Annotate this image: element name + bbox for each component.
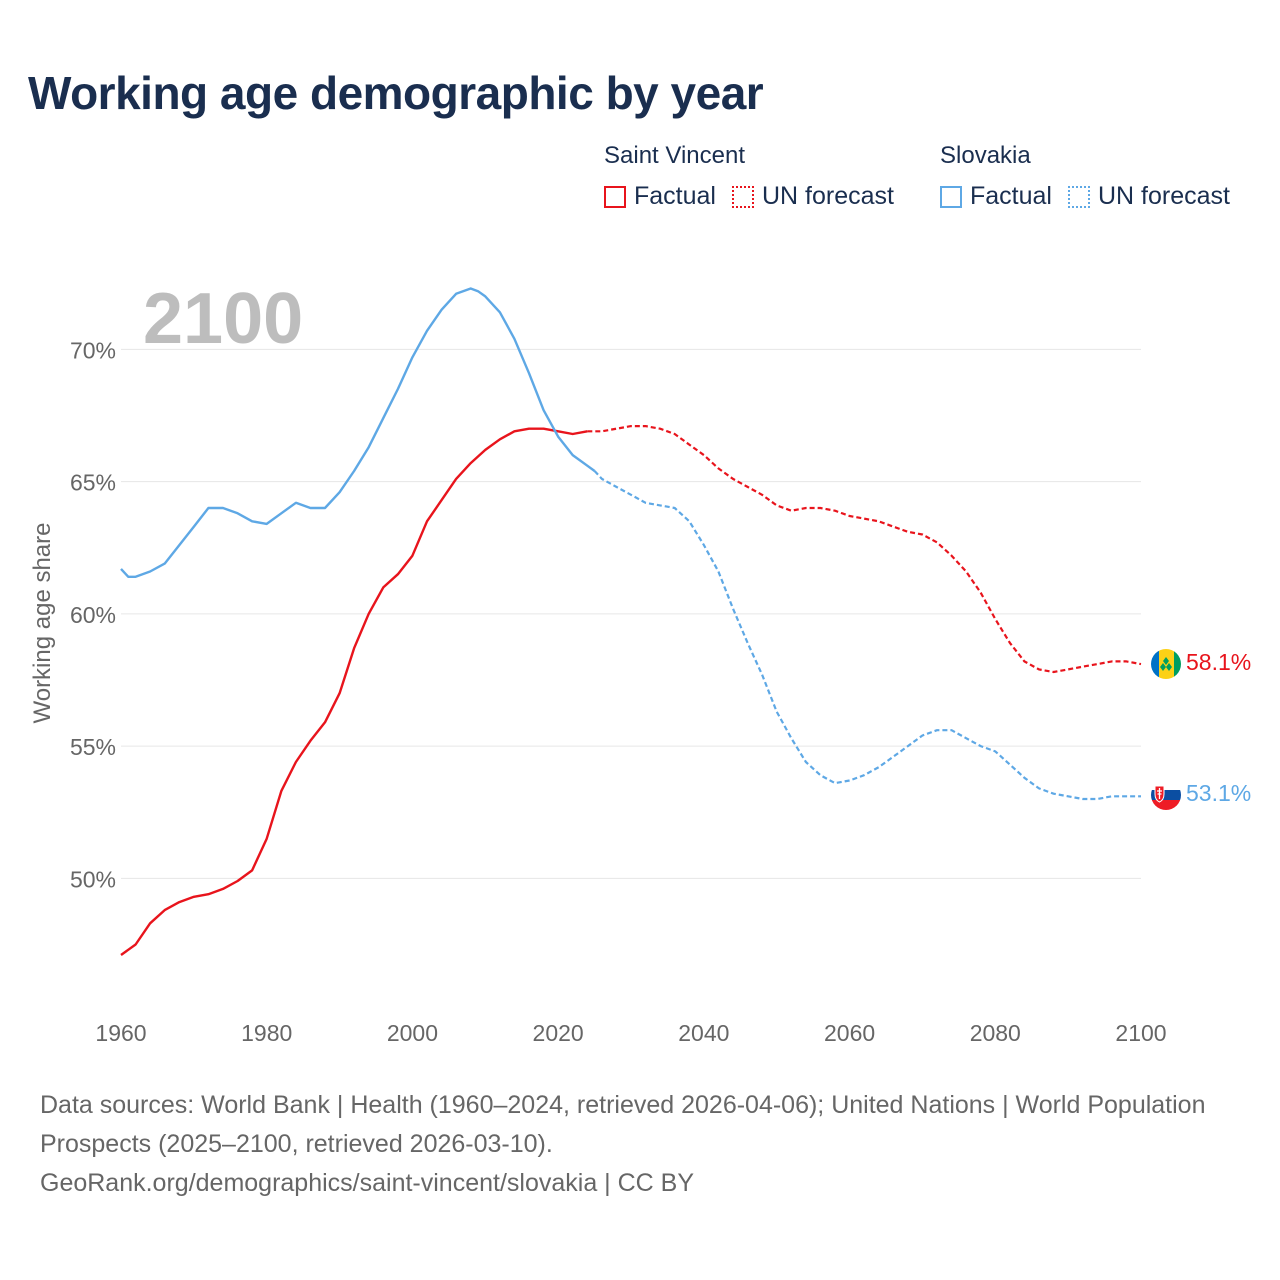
x-tick-label: 2100	[1115, 1020, 1166, 1046]
legend-saint-vincent: Saint Vincent Factual UN forecast	[604, 142, 910, 211]
saint-vincent-end-label: 58.1%	[1186, 649, 1251, 675]
legend-label: UN forecast	[761, 182, 894, 210]
slovakia-flag-icon	[1151, 780, 1181, 810]
x-tick-label: 2080	[970, 1020, 1021, 1046]
y-tick-label: 65%	[70, 470, 116, 496]
line-chart: 2100 50% 55% 60% 65% 70% 1960 1980 2000 2020 2040…	[29, 279, 1251, 1046]
y-tick-label: 50%	[70, 866, 116, 892]
x-tick-label: 2060	[824, 1020, 875, 1046]
legend-label: UN forecast	[1097, 182, 1230, 210]
legend-item-slovakia-forecast[interactable]: UN forecast	[1067, 182, 1230, 211]
saint-vincent-factual-line[interactable]	[120, 427, 588, 956]
legend-swatch-dotted	[1067, 185, 1090, 208]
y-axis-label: Working age share	[29, 523, 56, 724]
gridlines	[121, 348, 1141, 879]
x-tick-label: 1980	[241, 1020, 292, 1046]
legend-group-title: Saint Vincent	[604, 142, 745, 169]
legend-label: Factual	[970, 182, 1052, 210]
year-watermark: 2100	[143, 279, 303, 359]
legend-swatch-solid	[940, 185, 962, 208]
footer: Data sources: World Bank | Health (1960–…	[40, 1086, 1220, 1203]
data-sources: Data sources: World Bank | Health (1960–…	[40, 1091, 1206, 1158]
slovakia-forecast-line[interactable]	[593, 470, 1141, 801]
legend-item-saint-vincent-forecast[interactable]: UN forecast	[731, 182, 894, 211]
slovakia-factual-line[interactable]	[120, 287, 596, 578]
chart-title: Working age demographic by year	[28, 67, 764, 119]
legend-swatch-dotted	[731, 185, 754, 208]
x-tick-label: 1960	[95, 1020, 146, 1046]
saint-vincent-flag-icon	[1151, 649, 1181, 679]
x-tick-label: 2020	[533, 1020, 584, 1046]
y-tick-label: 60%	[70, 602, 116, 628]
legend-slovakia: Slovakia Factual UN forecast	[940, 142, 1246, 211]
axes: 50% 55% 60% 65% 70% 1960 1980 2000 2020 2040 2060 2…	[70, 337, 1167, 1046]
x-tick-label: 2000	[387, 1020, 438, 1046]
y-tick-label: 70%	[70, 337, 116, 363]
legend-swatch-solid	[604, 185, 626, 208]
slovakia-end-label: 53.1%	[1186, 780, 1251, 806]
saint-vincent-forecast-line[interactable]	[587, 425, 1142, 674]
legend-group-title: Slovakia	[940, 142, 1031, 169]
legend-label: Factual	[634, 182, 716, 210]
source-url[interactable]: GeoRank.org/demographics/saint-vincent/s…	[40, 1169, 695, 1197]
y-tick-label: 55%	[70, 734, 116, 760]
series	[120, 287, 1142, 956]
legend-item-saint-vincent-factual[interactable]: Factual	[604, 182, 716, 211]
legend-item-slovakia-factual[interactable]: Factual	[940, 182, 1052, 211]
x-tick-label: 2040	[678, 1020, 729, 1046]
